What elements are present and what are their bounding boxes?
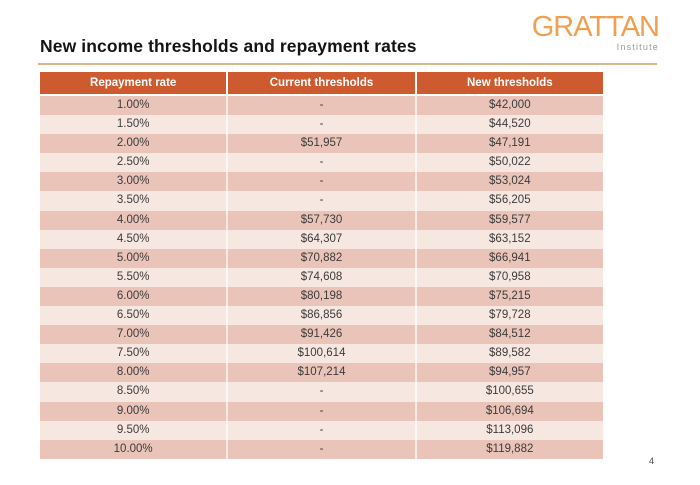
table-row: 9.00% - $106,694 [40, 401, 603, 421]
column-header-current-thresholds: Current thresholds [226, 72, 414, 94]
logo-subtitle-text: Institute [616, 42, 659, 52]
repayment-rate-cell: 6.00% [116, 289, 150, 302]
repayment-rate-cell: 1.50% [116, 118, 150, 131]
table-row: 8.50% - $100,655 [40, 382, 603, 402]
table-row: 5.00% $70,882 $66,941 [40, 248, 603, 268]
column-header-new-thresholds: New thresholds [414, 72, 603, 94]
repayment-rate-cell: 7.00% [116, 328, 150, 341]
table-row: 8.00% $107,214 $94,957 [40, 363, 603, 383]
current-threshold-cell: $57,730 [226, 210, 414, 230]
new-threshold-cell: $94,957 [414, 363, 603, 383]
current-threshold-cell: $91,426 [226, 325, 414, 345]
current-threshold-cell: - [226, 420, 414, 440]
repayment-rate-cell: 4.00% [116, 213, 150, 226]
grattan-logo: GRATTAN Institute [531, 11, 660, 52]
new-threshold-cell: $59,577 [414, 210, 603, 230]
new-threshold-cell: $66,941 [414, 248, 603, 268]
title-underline [38, 63, 657, 65]
table-row: 2.50% - $50,022 [40, 153, 603, 173]
new-threshold-cell: $89,582 [414, 344, 603, 364]
current-threshold-cell: $64,307 [226, 229, 414, 249]
repayment-rate-cell: 9.50% [116, 423, 150, 436]
table-row: 10.00% - $119,882 [40, 439, 603, 459]
table-row: 4.50% $64,307 $63,152 [40, 229, 603, 249]
new-threshold-cell: $42,000 [414, 96, 603, 116]
table-row: 1.00% - $42,000 [40, 96, 603, 116]
table-row: 5.50% $74,608 $70,958 [40, 267, 603, 287]
current-threshold-cell: - [226, 96, 414, 116]
table-row: 3.00% - $53,024 [40, 172, 603, 192]
column-header-repayment-rate: Repayment rate [90, 77, 177, 89]
new-threshold-cell: $113,096 [414, 420, 603, 440]
repayment-rate-cell: 8.50% [116, 385, 150, 398]
current-threshold-cell: $74,608 [226, 267, 414, 287]
new-threshold-cell: $79,728 [414, 306, 603, 326]
new-threshold-cell: $47,191 [414, 134, 603, 154]
repayment-rate-cell: 8.00% [116, 366, 150, 379]
repayment-rate-cell: 1.00% [116, 99, 150, 111]
repayment-rate-cell: 10.00% [113, 442, 153, 455]
repayment-rate-cell: 3.50% [116, 194, 150, 207]
repayment-rate-cell: 6.50% [116, 309, 150, 322]
current-threshold-cell: - [226, 172, 414, 192]
table-row: 7.00% $91,426 $84,512 [40, 325, 603, 345]
new-threshold-cell: $84,512 [414, 325, 603, 345]
repayment-rate-cell: 7.50% [116, 347, 150, 360]
current-threshold-cell: - [226, 191, 414, 211]
page-title: New income thresholds and repayment rate… [40, 36, 417, 56]
repayment-rate-cell: 2.50% [116, 156, 150, 169]
current-threshold-cell: - [226, 153, 414, 173]
current-threshold-cell: $100,614 [226, 344, 414, 364]
table-row: 6.50% $86,856 $79,728 [40, 306, 603, 326]
repayment-rate-cell: 3.00% [116, 175, 150, 188]
repayment-rate-cell: 4.50% [116, 232, 150, 245]
table-row: 7.50% $100,614 $89,582 [40, 344, 603, 364]
new-threshold-cell: $44,520 [414, 115, 603, 135]
new-threshold-cell: $50,022 [414, 153, 603, 173]
table-row: 2.00% $51,957 $47,191 [40, 134, 603, 154]
table-header-row: Repayment rate Current thresholds New th… [40, 72, 603, 94]
current-threshold-cell: $70,882 [226, 248, 414, 268]
thresholds-table: Repayment rate Current thresholds New th… [40, 72, 603, 459]
table-row: 6.00% $80,198 $75,215 [40, 286, 603, 307]
new-threshold-cell: $106,694 [414, 401, 603, 421]
current-threshold-cell: $86,856 [226, 306, 414, 326]
page-number: 4 [648, 456, 654, 466]
table-body: 1.00% - $42,000 1.50% - $44,520 2.00% $51,957 $4… [40, 96, 603, 459]
current-threshold-cell: - [226, 382, 414, 402]
table-row: 9.50% - $113,096 [40, 420, 603, 440]
logo-brand-text: GRATTAN [531, 11, 660, 43]
new-threshold-cell: $70,958 [414, 267, 603, 287]
current-threshold-cell: $107,214 [226, 363, 414, 383]
current-threshold-cell: - [226, 439, 414, 459]
current-threshold-cell: $51,957 [226, 134, 414, 154]
repayment-rate-cell: 5.50% [116, 270, 150, 283]
table-row: 3.50% - $56,205 [40, 191, 603, 211]
repayment-rate-cell: 9.00% [116, 404, 150, 417]
new-threshold-cell: $63,152 [414, 229, 603, 249]
new-threshold-cell: $119,882 [414, 439, 603, 459]
table-row: 4.00% $57,730 $59,577 [40, 210, 603, 230]
repayment-rate-cell: 5.00% [116, 251, 150, 264]
new-threshold-cell: $56,205 [414, 191, 603, 211]
current-threshold-cell: - [226, 401, 414, 421]
current-threshold-cell: $80,198 [226, 286, 414, 307]
current-threshold-cell: - [226, 115, 414, 135]
new-threshold-cell: $53,024 [414, 172, 603, 192]
table-row: 1.50% - $44,520 [40, 115, 603, 135]
new-threshold-cell: $75,215 [414, 286, 603, 307]
new-threshold-cell: $100,655 [414, 382, 603, 402]
repayment-rate-cell: 2.00% [116, 137, 150, 150]
